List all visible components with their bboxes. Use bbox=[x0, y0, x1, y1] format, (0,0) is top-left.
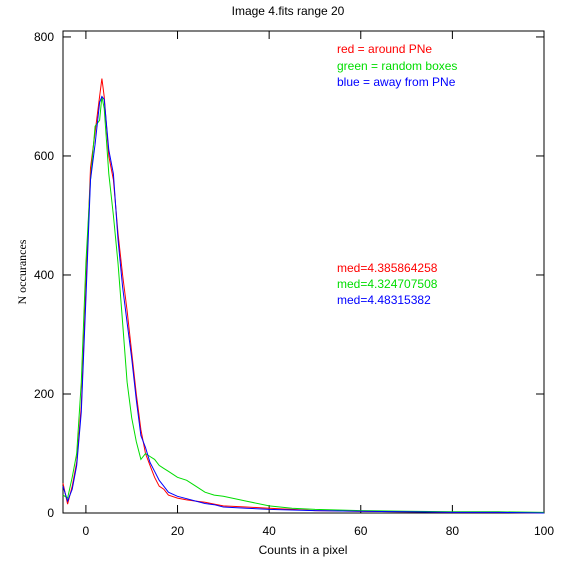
y-tick-label: 600 bbox=[34, 149, 54, 163]
x-axis-label: Counts in a pixel bbox=[259, 543, 348, 557]
x-tick-label: 100 bbox=[534, 524, 554, 538]
legend-red: red = around PNe bbox=[337, 42, 432, 56]
y-tick-label: 200 bbox=[34, 387, 54, 401]
median-green: med=4.324707508 bbox=[337, 277, 438, 291]
series-line-blue bbox=[62, 95, 545, 514]
plot-frame bbox=[62, 30, 545, 514]
x-axis-ticks: 0 20 40 60 80 100 bbox=[83, 31, 554, 538]
y-tick-label: 400 bbox=[34, 268, 54, 282]
legend-blue: blue = away from PNe bbox=[337, 75, 456, 89]
y-tick-label: 800 bbox=[34, 30, 54, 44]
y-axis-label: N occurances bbox=[15, 239, 29, 304]
x-tick-label: 80 bbox=[446, 524, 460, 538]
median-blue: med=4.48315382 bbox=[337, 293, 431, 307]
series-lines bbox=[62, 78, 545, 514]
x-tick-label: 60 bbox=[354, 524, 368, 538]
chart-title: Image 4.fits range 20 bbox=[232, 4, 345, 18]
series-line-red bbox=[62, 78, 545, 514]
x-tick-label: 40 bbox=[262, 524, 276, 538]
median-red: med=4.385864258 bbox=[337, 261, 438, 275]
y-tick-label: 0 bbox=[47, 506, 54, 520]
series-line-green bbox=[62, 96, 545, 513]
legend-green: green = random boxes bbox=[337, 59, 457, 73]
y-axis-ticks: 0 200 400 600 800 bbox=[34, 30, 544, 520]
x-tick-label: 20 bbox=[171, 524, 185, 538]
x-tick-label: 0 bbox=[83, 524, 90, 538]
